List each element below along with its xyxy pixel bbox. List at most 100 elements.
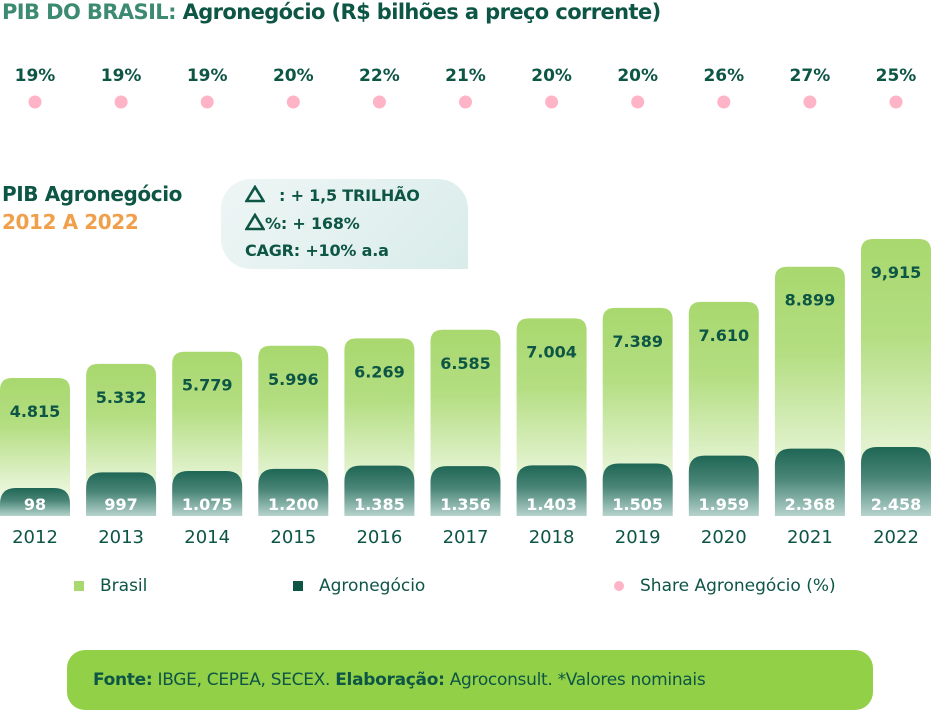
share-dot	[459, 95, 472, 109]
share-label: 20%	[273, 66, 314, 86]
share-label: 25%	[876, 66, 917, 86]
bar-brasil-label: 8.899	[785, 291, 836, 310]
bar-agro-label: 2.458	[871, 495, 922, 514]
share-dot	[717, 95, 731, 109]
bar-agro-label: 1.403	[526, 495, 577, 514]
share-label: 20%	[531, 66, 572, 86]
bar-brasil-label: 7.610	[698, 326, 749, 345]
share-label: 22%	[359, 66, 400, 86]
summary-line1-text: : + 1,5 TRILHÃO	[279, 186, 420, 205]
chart-title-rest: Agronegócio (R$ bilhões a preço corrente…	[182, 0, 662, 24]
source-value: IBGE, CEPEA, SECEX.	[157, 670, 331, 690]
legend-item-agro: Agronegócio	[293, 576, 425, 596]
subtitle-line1: PIB Agronegócio	[2, 182, 183, 206]
bar-agro	[430, 466, 501, 516]
source-label: Fonte:	[93, 670, 153, 690]
share-label: 19%	[187, 66, 228, 86]
legend-item-share: Share Agronegócio (%)	[614, 576, 836, 596]
share-dot	[114, 95, 128, 109]
bar-brasil	[0, 378, 70, 516]
legend-swatch-brasil	[74, 581, 84, 591]
bar-agro	[688, 455, 759, 516]
share-label: 19%	[101, 66, 142, 86]
share-label: 26%	[703, 66, 744, 86]
share-label: 21%	[445, 66, 486, 86]
share-label: 20%	[617, 66, 658, 86]
bar-brasil	[861, 239, 931, 516]
triangle-delta-icon	[244, 212, 266, 231]
legend-item-brasil: Brasil	[74, 576, 147, 596]
bar-agro-label: 1.505	[612, 495, 663, 514]
share-dot	[889, 95, 903, 109]
x-tick-label: 2013	[98, 527, 144, 548]
share-dot	[200, 95, 214, 109]
bar-brasil-label: 7.004	[526, 342, 577, 361]
bar-agro	[774, 448, 845, 516]
bar-agro	[344, 465, 415, 516]
chart-title-bold: PIB DO BRASIL:	[2, 0, 176, 24]
bar-brasil-label: 6.585	[440, 354, 491, 373]
x-tick-label: 2022	[873, 527, 919, 548]
bar-brasil-label: 5.779	[182, 376, 233, 395]
bar-agro	[602, 463, 673, 516]
share-dot	[545, 95, 559, 109]
legend-swatch-share	[614, 581, 624, 591]
share-dot	[631, 95, 645, 109]
x-axis: 2012 2013 2014 2015 2016 2017 2018 2019 2020 2021…	[12, 527, 919, 548]
legend-label-agro: Agronegócio	[319, 576, 426, 596]
bar-agro-label: 1.385	[354, 495, 405, 514]
bar-agro-label: 1.200	[268, 495, 319, 514]
share-label: 19%	[15, 66, 56, 86]
x-tick-label: 2020	[701, 527, 747, 548]
summary-line2-text: %: + 168%	[265, 214, 360, 233]
legend-label-share: Share Agronegócio (%)	[640, 576, 836, 596]
chart-title: PIB DO BRASIL: Agronegócio (R$ bilhões a…	[2, 0, 661, 24]
bar-agro	[172, 471, 243, 516]
bar-agro	[258, 468, 329, 516]
summary-line-delta: : + 1,5 TRILHÃO	[244, 184, 420, 205]
bar-agro	[861, 447, 931, 516]
bar-brasil-label: 5.996	[268, 370, 319, 389]
share-dot	[28, 95, 42, 109]
source-footer: Fonte: IBGE, CEPEA, SECEX. Elaboração: A…	[67, 650, 873, 710]
elaboration-value: Agroconsult. *Valores nominais	[449, 670, 706, 690]
bar-agro-label: 1.075	[182, 495, 233, 514]
summary-line-cagr: CAGR: +10% a.a	[245, 241, 389, 260]
bar-agro-label: 1.356	[440, 495, 491, 514]
bar-brasil-label: 4.815	[10, 402, 61, 421]
x-tick-label: 2015	[270, 527, 316, 548]
subtitle-line2: 2012 A 2022	[2, 210, 139, 234]
x-tick-label: 2014	[184, 527, 230, 548]
elaboration-label: Elaboração:	[335, 670, 445, 690]
legend-swatch-agro	[293, 581, 303, 591]
bar-brasil-label: 6.269	[354, 362, 405, 381]
triangle-delta-icon	[244, 184, 266, 203]
x-tick-label: 2019	[615, 527, 661, 548]
x-tick-label: 2021	[787, 527, 833, 548]
subtitle: PIB Agronegócio 2012 A 2022	[2, 180, 182, 236]
bar-agro-label: 2.368	[785, 495, 836, 514]
x-tick-label: 2012	[12, 527, 58, 548]
source-text: Fonte: IBGE, CEPEA, SECEX. Elaboração: A…	[93, 670, 706, 690]
share-dot	[286, 95, 300, 109]
summary-box: : + 1,5 TRILHÃO %: + 168% CAGR: +10% a.a	[221, 179, 468, 269]
bar-agro-label: 98	[24, 495, 46, 514]
share-label: 27%	[790, 66, 831, 86]
x-tick-label: 2016	[356, 527, 402, 548]
x-tick-label: 2017	[443, 527, 489, 548]
summary-line-delta-pct: %: + 168%	[244, 212, 360, 233]
bar-agro	[86, 472, 157, 516]
share-dot	[372, 95, 386, 109]
bar-agro	[516, 465, 587, 516]
x-tick-label: 2018	[529, 527, 575, 548]
bar-agro	[0, 488, 70, 516]
bar-brasil-label: 7.389	[612, 332, 663, 351]
share-series: 19% 19% 19% 20% 22% 21% 20% 20% 26% 27% 25%	[15, 66, 917, 109]
share-dot	[803, 95, 817, 109]
agro-series: 98 997 1.075 1.200 1.385 1.356 1.403 1.505 1.959…	[0, 447, 931, 516]
legend-label-brasil: Brasil	[100, 576, 148, 596]
bar-agro-label: 997	[104, 495, 137, 514]
bar-agro-label: 1.959	[698, 495, 749, 514]
bar-brasil-label: 9,915	[871, 263, 922, 282]
